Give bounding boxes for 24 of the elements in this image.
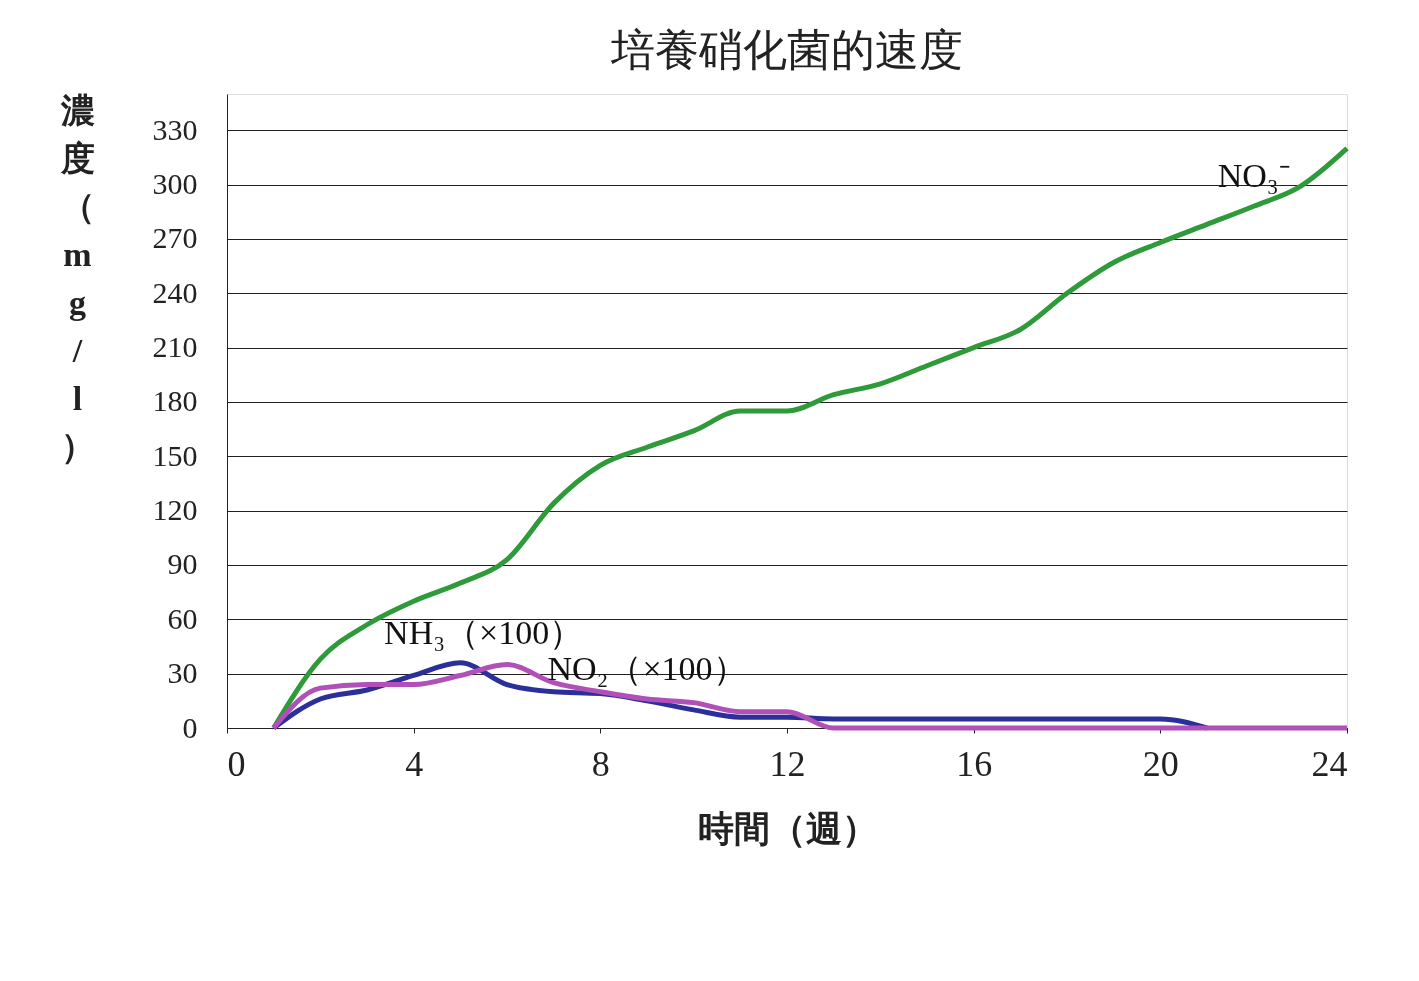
y-tick-label: 240 [152, 275, 198, 309]
x-tick-label: 20 [1142, 743, 1179, 784]
annotation: NO₃⁻ [1217, 157, 1290, 195]
chart-title: 培養硝化菌的速度 [610, 26, 963, 75]
y-tick-label: 90 [167, 547, 198, 581]
x-tick-label: 8 [591, 743, 610, 784]
y-tick-label: 0 [182, 710, 198, 744]
x-tick-label: 0 [227, 743, 246, 784]
y-tick-label: 330 [152, 112, 198, 146]
x-axis-title: 時間（週） [697, 808, 878, 849]
y-axis-title: 濃度（mg/l） [59, 91, 95, 465]
y-tick-label: 120 [152, 493, 198, 527]
y-tick-label: 270 [152, 221, 198, 255]
y-tick-label: 150 [152, 438, 198, 472]
x-tick-label: 16 [956, 743, 993, 784]
y-tick-label: 30 [167, 656, 198, 690]
annotation: NH₃（×100） [384, 613, 584, 651]
y-tick-label: 210 [152, 330, 198, 364]
y-tick-label: 180 [152, 384, 198, 418]
x-tick-label: 12 [769, 743, 806, 784]
x-tick-label: 4 [405, 743, 424, 784]
y-tick-label: 300 [152, 167, 198, 201]
y-tick-label: 60 [167, 601, 198, 635]
x-tick-label: 24 [1311, 743, 1348, 784]
